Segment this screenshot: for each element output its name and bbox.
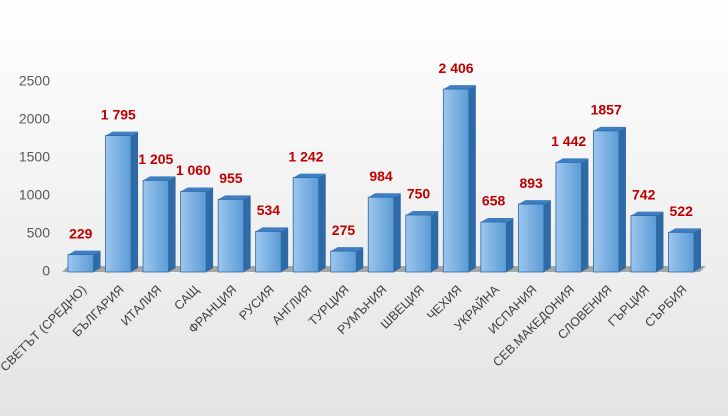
bar-side — [693, 228, 701, 272]
value-label: 1 060 — [176, 162, 211, 178]
bar-front — [405, 214, 432, 273]
value-label: 2 406 — [439, 60, 474, 76]
bar-side — [281, 227, 289, 272]
bar-side — [543, 200, 551, 272]
bar — [405, 211, 439, 273]
bar-front — [67, 254, 94, 273]
value-label: 742 — [632, 186, 656, 202]
y-tick-label: 500 — [27, 225, 51, 241]
value-label: 750 — [407, 186, 431, 202]
bar-front — [555, 162, 582, 273]
bar-side — [318, 173, 326, 272]
bar-top — [68, 250, 101, 255]
bar — [142, 176, 176, 273]
bar — [180, 187, 214, 273]
y-tick-label: 1500 — [19, 149, 50, 165]
bar-side — [243, 195, 251, 272]
bar — [668, 228, 701, 273]
bar-front — [217, 199, 245, 273]
value-label: 534 — [257, 202, 281, 218]
bar-top — [218, 195, 251, 200]
bar-side — [656, 211, 664, 272]
bar-top — [330, 247, 364, 252]
y-tick-label: 1000 — [19, 187, 50, 203]
bar-front — [142, 180, 169, 273]
bar-front — [255, 231, 282, 273]
bar-front — [180, 191, 207, 273]
bar — [442, 85, 476, 273]
value-label: 658 — [482, 193, 506, 209]
bar-top — [105, 131, 139, 136]
value-label: 1 242 — [288, 148, 323, 164]
y-tick-label: 2000 — [19, 111, 50, 127]
value-label: 893 — [519, 175, 543, 191]
bar-side — [206, 187, 214, 272]
bar-side — [393, 193, 401, 272]
value-label: 229 — [69, 225, 93, 241]
value-label: 1857 — [591, 102, 622, 118]
bar-side — [506, 217, 514, 272]
bar — [330, 247, 364, 273]
bar-front — [105, 135, 132, 273]
bar-side — [356, 247, 364, 272]
value-label: 522 — [670, 203, 694, 219]
bar-front — [630, 215, 657, 273]
bar-side — [131, 131, 139, 272]
bar-top — [518, 200, 551, 205]
value-label: 1 795 — [101, 106, 136, 122]
bar-front — [330, 250, 357, 273]
bar-front — [442, 88, 470, 273]
bar-side — [618, 126, 626, 272]
value-label: 984 — [369, 168, 393, 184]
bar — [292, 173, 326, 273]
bar-side — [168, 176, 176, 272]
bar — [217, 195, 251, 273]
bar-front — [517, 203, 545, 273]
value-label: 1 205 — [138, 151, 173, 167]
bar — [630, 211, 664, 273]
bar-top — [143, 176, 176, 181]
bar-front — [668, 231, 695, 273]
bar-top — [405, 211, 439, 215]
bar-top — [443, 85, 476, 90]
y-tick-label: 0 — [42, 263, 50, 279]
bar — [480, 217, 514, 273]
bar-top — [255, 227, 289, 232]
y-tick-label: 2500 — [19, 73, 50, 89]
bar-top — [180, 187, 214, 192]
bar-side — [468, 85, 476, 272]
bar-top — [668, 228, 701, 233]
value-label: 275 — [332, 222, 356, 238]
value-label: 955 — [219, 170, 243, 186]
value-label: 1 442 — [551, 133, 586, 149]
bar — [105, 131, 139, 273]
bar-front — [593, 130, 620, 273]
bar-front — [367, 196, 395, 273]
bar-side — [431, 211, 439, 272]
bar-top — [593, 126, 626, 131]
bar — [593, 126, 626, 273]
bar — [367, 193, 401, 273]
bar-top — [368, 193, 401, 198]
bar-side — [93, 250, 101, 272]
bar — [255, 227, 289, 273]
bar-front — [480, 221, 507, 273]
bar-top — [480, 217, 514, 222]
bar-top — [555, 158, 589, 163]
bar — [555, 158, 589, 273]
bar-front — [292, 177, 320, 273]
bar-side — [581, 158, 589, 272]
bar-top — [630, 211, 664, 216]
bar — [517, 200, 551, 273]
bar-top — [293, 173, 326, 178]
bar — [67, 250, 101, 273]
